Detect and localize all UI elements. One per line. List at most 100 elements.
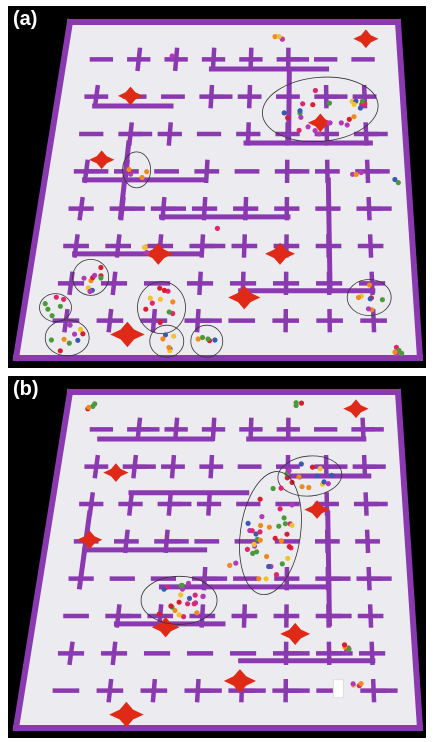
agent-marker <box>161 586 167 592</box>
agent-marker <box>200 593 206 600</box>
maze-wall <box>106 678 114 703</box>
agent-cluster-outline <box>190 324 224 358</box>
agent-marker <box>178 592 184 598</box>
agent-marker <box>264 553 270 560</box>
maze-wall <box>210 417 217 442</box>
agent-marker <box>57 303 64 309</box>
agent-cluster-outline <box>122 151 152 189</box>
agent-marker <box>366 282 373 288</box>
agent-cluster-outline <box>346 279 392 316</box>
red-obstacle <box>103 463 129 482</box>
agent-marker <box>128 171 134 177</box>
agent-cluster-outline <box>277 455 343 497</box>
agent-marker <box>273 572 280 578</box>
maze-wall <box>199 604 206 628</box>
agent-marker <box>86 404 92 410</box>
agent-marker <box>53 294 59 300</box>
maze-wall <box>206 492 212 516</box>
agent-marker <box>395 180 401 186</box>
agent-marker <box>157 296 163 302</box>
agent-marker <box>49 313 55 319</box>
agent-marker <box>263 576 269 582</box>
agent-marker <box>358 681 364 687</box>
agent-marker <box>346 116 352 122</box>
agent-cluster-outline <box>72 258 110 296</box>
agent-marker <box>250 550 256 556</box>
agent-marker <box>281 110 287 116</box>
agent-marker <box>169 53 175 59</box>
agent-marker <box>170 299 176 305</box>
maze-wall <box>246 84 253 109</box>
agent-marker <box>195 336 201 342</box>
maze-wall <box>114 234 122 258</box>
maze-wall <box>241 604 248 628</box>
agent-marker <box>358 169 364 176</box>
maze-wall <box>150 678 158 703</box>
agent-marker <box>272 535 278 541</box>
agent-marker <box>314 473 320 479</box>
agent-marker <box>257 529 263 535</box>
agent-marker <box>75 337 81 343</box>
maze-wall <box>241 234 248 258</box>
maze-wall <box>67 271 75 296</box>
maze-wall <box>248 47 254 72</box>
agent-marker <box>98 275 104 281</box>
agent-marker <box>289 522 295 528</box>
agent-marker <box>272 34 278 40</box>
maze-floor <box>16 22 420 358</box>
agent-marker <box>176 599 182 605</box>
agent-marker <box>355 294 362 301</box>
agent-marker <box>286 468 292 474</box>
agent-cluster-outline <box>149 324 185 358</box>
agent-marker <box>179 582 185 588</box>
agent-marker <box>266 563 272 570</box>
agent-marker <box>227 562 233 568</box>
agent-marker <box>254 549 260 555</box>
agent-marker <box>277 506 283 512</box>
agent-cluster-outline <box>140 575 218 625</box>
agent-marker <box>67 322 73 328</box>
agent-marker <box>379 297 385 303</box>
agent-marker <box>285 555 291 561</box>
red-obstacle <box>117 86 144 106</box>
agent-marker <box>259 514 265 520</box>
agent-marker <box>141 244 148 250</box>
maze-wall <box>110 271 118 296</box>
maze-wall <box>92 84 101 109</box>
agent-marker <box>212 337 218 343</box>
agent-marker <box>257 537 263 543</box>
agent-marker <box>98 264 104 271</box>
agent-marker <box>326 100 333 106</box>
agent-marker <box>126 166 132 173</box>
agent-marker <box>312 128 318 134</box>
agent-marker <box>276 523 282 529</box>
maze-wall <box>197 271 203 296</box>
agent-marker <box>80 331 86 337</box>
agent-marker <box>344 122 350 128</box>
maze-wall <box>369 271 375 296</box>
agent-marker <box>77 326 84 332</box>
agent-marker <box>147 295 153 301</box>
panel-label-a: (a) <box>13 8 38 30</box>
agent-marker <box>160 336 166 342</box>
agent-marker <box>392 349 398 355</box>
agent-marker <box>293 400 299 406</box>
maze-wall <box>122 529 130 554</box>
maze-wall <box>243 196 249 221</box>
agent-marker <box>199 334 206 341</box>
agent-marker <box>157 285 163 291</box>
agent-marker <box>149 300 155 306</box>
agent-marker <box>162 332 169 338</box>
maze-floor <box>16 392 420 728</box>
agent-marker <box>298 114 304 120</box>
agent-marker <box>166 309 172 315</box>
agent-marker <box>286 544 292 550</box>
maze-scene-b <box>12 388 424 732</box>
red-obstacle <box>109 701 144 728</box>
maze-wall <box>203 159 210 184</box>
agent-marker <box>185 580 192 586</box>
maze-wall <box>67 641 75 666</box>
agent-cluster-outline <box>262 76 379 143</box>
red-obstacle <box>304 500 330 519</box>
agent-marker <box>161 287 167 293</box>
